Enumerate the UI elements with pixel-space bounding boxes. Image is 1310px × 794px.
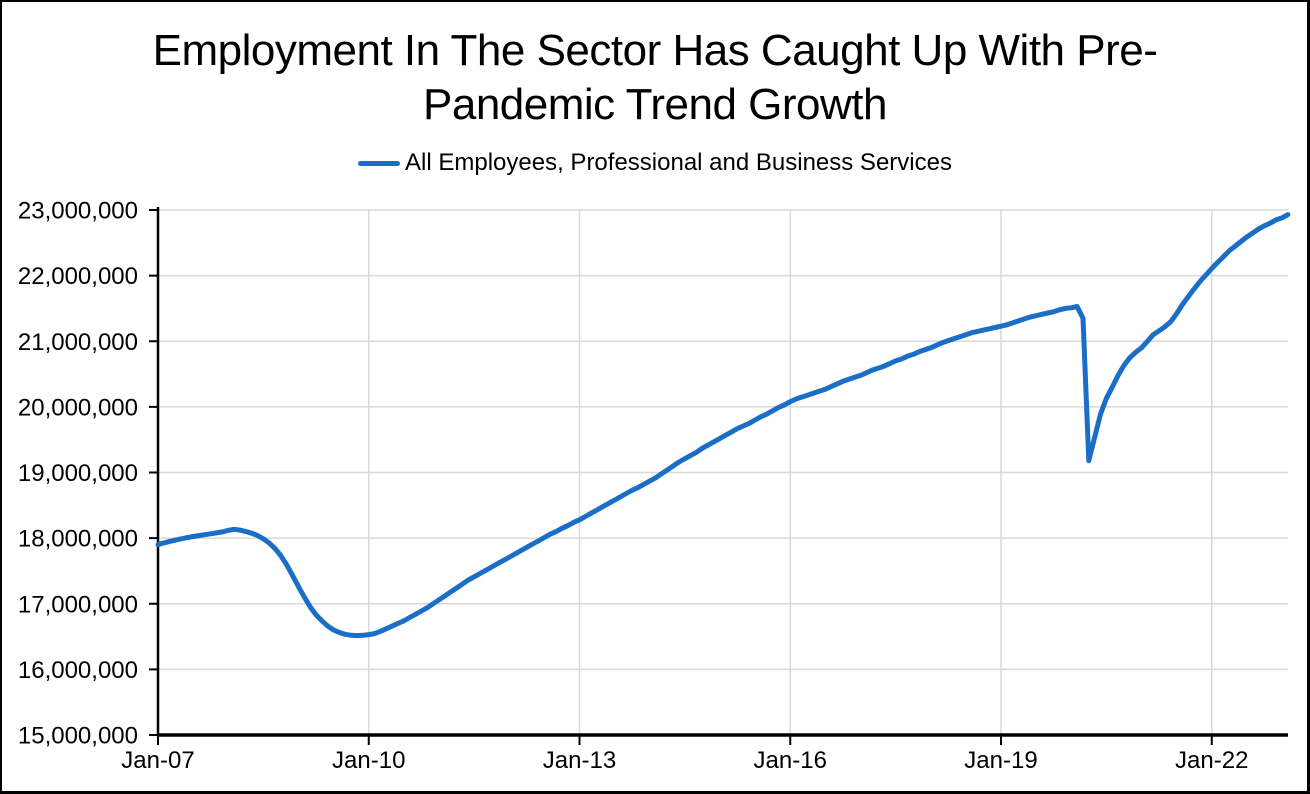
y-tick-label: 20,000,000 [18, 394, 138, 421]
y-tick-label: 19,000,000 [18, 460, 138, 487]
chart-title-line-2: Pandemic Trend Growth [423, 80, 887, 129]
y-tick-label: 17,000,000 [18, 591, 138, 618]
legend: All Employees, Professional and Business… [0, 147, 1310, 179]
y-tick-label: 22,000,000 [18, 263, 138, 290]
y-tick-label: 18,000,000 [18, 526, 138, 553]
x-tick-label: Jan-13 [543, 747, 616, 774]
y-tick-label: 15,000,000 [18, 723, 138, 750]
employment-series-line [155, 212, 1291, 639]
chart-title-line-1: Employment In The Sector Has Caught Up W… [152, 26, 1158, 75]
y-tick-label: 16,000,000 [18, 657, 138, 684]
x-tick-label: Jan-19 [964, 747, 1037, 774]
x-tick-label: Jan-07 [121, 747, 194, 774]
y-tick-label: 23,000,000 [18, 198, 138, 225]
x-tick-label: Jan-22 [1175, 747, 1248, 774]
legend-line-marker [358, 160, 401, 166]
chart-title: Employment In The Sector Has Caught Up W… [0, 24, 1310, 132]
x-tick-label: Jan-10 [332, 747, 405, 774]
y-tick-label: 21,000,000 [18, 329, 138, 356]
x-tick-label: Jan-16 [754, 747, 827, 774]
legend-label: All Employees, Professional and Business… [405, 149, 952, 176]
